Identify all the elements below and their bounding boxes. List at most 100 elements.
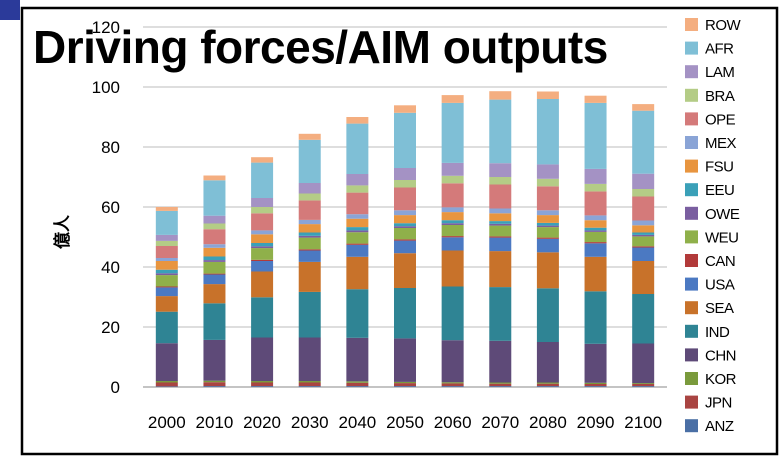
- bar-segment: [203, 273, 226, 275]
- bar-segment: [394, 288, 416, 339]
- bar-segment: [489, 251, 512, 288]
- bar-segment: [441, 162, 464, 176]
- bar-segment: [489, 225, 512, 237]
- bar-segment: [536, 288, 559, 342]
- bar-segment: [155, 382, 178, 387]
- bar-segment: [536, 164, 559, 179]
- bar-segment: [298, 219, 321, 225]
- bar-segment: [536, 227, 559, 238]
- bar-segment: [584, 256, 607, 292]
- bar-segment: [536, 178, 559, 187]
- bar-segment: [632, 104, 655, 111]
- bar-segment: [394, 381, 416, 384]
- bar-segment: [489, 91, 512, 100]
- bar-segment: [298, 261, 321, 292]
- y-axis: 0 20 40 60 80 100 120: [92, 18, 120, 397]
- bar-segment: [584, 384, 607, 387]
- bar-segment: [203, 261, 226, 274]
- bar-segment: [489, 221, 512, 224]
- bar-segment: [584, 243, 607, 257]
- legend-label: OPE: [705, 111, 736, 128]
- x-tick-label: 2060: [434, 413, 472, 432]
- y-tick-label: 20: [101, 318, 120, 337]
- bar-segment: [346, 256, 369, 290]
- legend-label: IND: [705, 324, 730, 341]
- bar-segment: [346, 382, 369, 387]
- bar-segment: [632, 386, 655, 387]
- bar-segment: [394, 168, 416, 180]
- bar-segment: [155, 210, 178, 235]
- legend-label: MEX: [705, 135, 737, 152]
- bar-segment: [394, 226, 416, 228]
- legend-label: ROW: [705, 17, 742, 34]
- bar-segment: [441, 340, 464, 383]
- bar-segment: [441, 250, 464, 287]
- bar-segment: [298, 386, 321, 387]
- bar-segment: [394, 105, 416, 113]
- bar-segment: [394, 383, 416, 387]
- bar-segment: [584, 231, 607, 243]
- bar-segment: [632, 247, 655, 261]
- bar-segment: [441, 286, 464, 341]
- bar-segment: [394, 180, 416, 188]
- legend-label: BRA: [705, 88, 735, 105]
- bar-segment: [155, 273, 178, 276]
- legend-swatch: [685, 301, 698, 315]
- bar-segment: [584, 382, 607, 384]
- bar-segment: [251, 162, 274, 198]
- bar-segment: [155, 381, 178, 383]
- bar-segment: [346, 174, 369, 186]
- y-axis-label: 億人: [52, 214, 72, 249]
- bar-segment: [489, 236, 512, 238]
- bar-segment: [584, 215, 607, 221]
- x-tick-label: 2040: [338, 413, 376, 432]
- bar-segment: [536, 215, 559, 223]
- bar-segment: [203, 175, 226, 181]
- bar-segment: [584, 291, 607, 344]
- bar-segment: [394, 253, 416, 288]
- bar-segment: [346, 386, 369, 387]
- bar-segment: [155, 275, 178, 287]
- bar-segment: [346, 244, 369, 257]
- legend-swatch: [685, 159, 698, 173]
- bar-segment: [298, 337, 321, 381]
- x-tick-label: 2100: [624, 413, 662, 432]
- bar-segment: [584, 95, 607, 103]
- bar-segment: [155, 240, 178, 246]
- legend-swatch: [685, 348, 698, 362]
- bar-segment: [489, 163, 512, 177]
- bar-segment: [298, 237, 321, 250]
- bar-segment: [632, 225, 655, 233]
- bar-segment: [536, 382, 559, 384]
- x-tick-label: 2070: [481, 413, 519, 432]
- bar-segment: [489, 340, 512, 383]
- x-tick-label: 2080: [529, 413, 567, 432]
- bar-segment: [346, 123, 369, 174]
- bar-segment: [489, 237, 512, 252]
- legend-label: LAM: [705, 64, 734, 81]
- bar-segment: [251, 246, 274, 249]
- bar-segment: [346, 218, 369, 228]
- bar-segment: [346, 117, 369, 124]
- bar-segment: [489, 99, 512, 164]
- bar-segment: [489, 213, 512, 222]
- legend-swatch: [685, 372, 698, 385]
- bar-segment: [536, 383, 559, 387]
- legend-swatch: [685, 112, 698, 126]
- bar-segment: [251, 259, 274, 261]
- bar-segment: [203, 386, 226, 387]
- bar-segment: [203, 382, 226, 387]
- legend-label: CHN: [705, 347, 736, 364]
- bar-segment: [203, 284, 226, 304]
- legend-swatch: [685, 277, 698, 291]
- legend-swatch: [685, 254, 698, 267]
- bar-segment: [584, 220, 607, 228]
- bar-segment: [298, 224, 321, 233]
- bar-segment: [536, 186, 559, 211]
- bar-segment: [536, 342, 559, 383]
- legend-swatch: [685, 88, 698, 102]
- bar-segment: [346, 214, 369, 219]
- bar-segment: [155, 311, 178, 344]
- legend-label: EEU: [705, 182, 734, 199]
